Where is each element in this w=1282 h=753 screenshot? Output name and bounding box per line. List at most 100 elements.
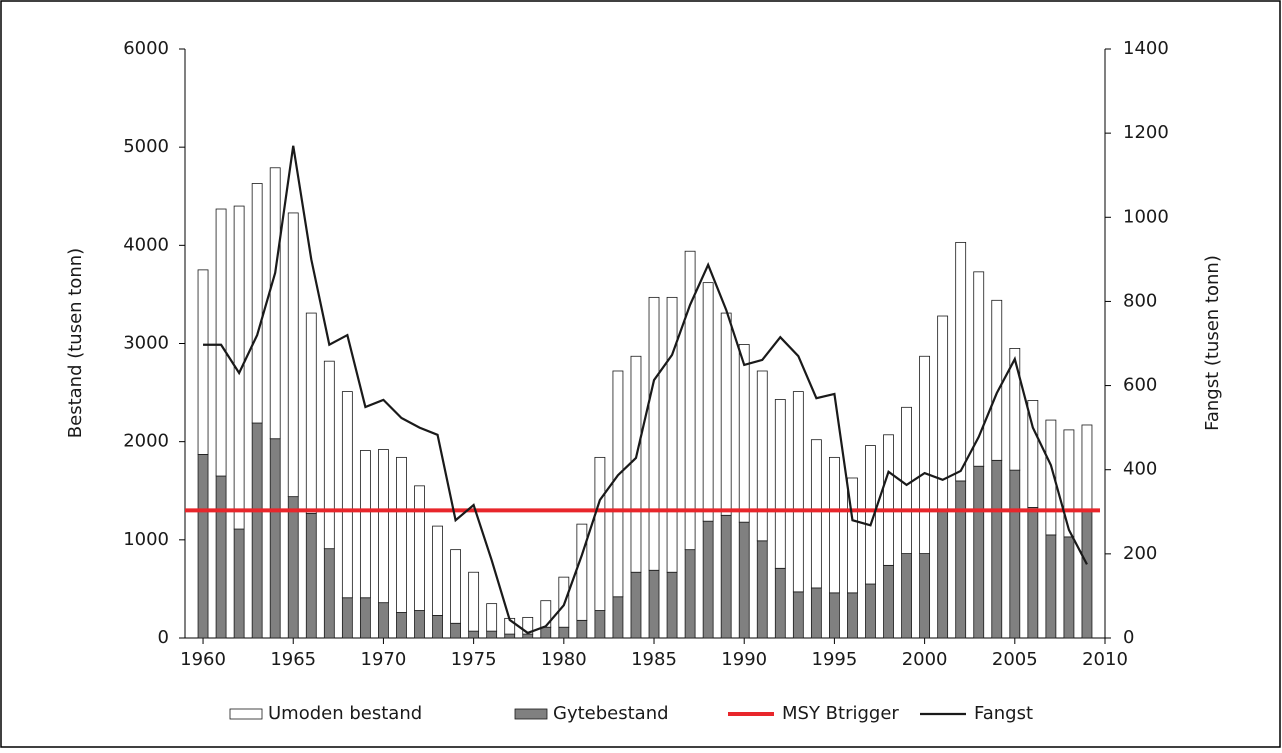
bar-segment: [702, 282, 714, 522]
bar-segment: [197, 454, 209, 639]
y2-axis-label: Fangst (tusen tonn): [1202, 255, 1223, 431]
y2-tick-label: 600: [1123, 375, 1157, 396]
bar-segment: [305, 312, 317, 514]
bar-segment: [955, 241, 967, 482]
bar-segment: [414, 610, 425, 639]
y2-tick-label: 800: [1123, 290, 1157, 311]
x-tick-label: 1965: [270, 649, 316, 670]
bar-segment: [738, 521, 750, 639]
bar-segment: [973, 271, 985, 467]
y-tick-label: 3000: [123, 333, 169, 354]
bar-segment: [1027, 507, 1039, 639]
bar-segment: [468, 571, 480, 632]
bar-segment: [251, 183, 263, 424]
bar-segment: [197, 269, 209, 455]
bar-segment: [847, 477, 858, 594]
bar-segment: [486, 630, 498, 639]
x-tick-label: 1970: [361, 649, 407, 670]
legend-swatch: [514, 708, 548, 720]
legend-swatch: [229, 708, 263, 720]
fangst-line: [203, 145, 1088, 635]
bar-segment: [756, 370, 768, 542]
bar-segment: [1081, 509, 1093, 639]
y2-tick-label: 1000: [1123, 206, 1169, 227]
bar-segment: [792, 591, 804, 639]
bar-segment: [233, 528, 245, 639]
bar-segment: [215, 475, 227, 639]
bar-segment: [702, 520, 714, 639]
bar-segment: [1081, 424, 1093, 511]
bar-segment: [612, 596, 624, 639]
bar-segment: [684, 549, 696, 639]
bar-segment: [1009, 348, 1021, 471]
bar-segment: [756, 540, 768, 639]
y-tick-label: 1000: [123, 529, 169, 550]
bar-segment: [919, 355, 931, 554]
bar-segment: [468, 630, 480, 639]
bar-segment: [666, 571, 678, 639]
bar-segment: [323, 360, 335, 550]
bar-segment: [738, 344, 750, 523]
bar-segment: [378, 602, 389, 639]
bar-segment: [901, 553, 912, 639]
bar-segment: [937, 315, 949, 511]
bar-segment: [883, 434, 894, 566]
bar-segment: [432, 525, 443, 616]
bar-segment: [576, 619, 588, 639]
bar-segment: [305, 512, 317, 639]
bar-segment: [829, 456, 840, 594]
bar-segment: [450, 549, 461, 624]
x-tick-label: 1980: [541, 649, 587, 670]
y2-tick-label: 400: [1123, 459, 1157, 480]
legend-label: Umoden bestand: [268, 703, 422, 724]
bar-segment: [648, 569, 660, 639]
bar-segment: [829, 592, 840, 639]
bar-segment: [630, 571, 642, 639]
bar-segment: [504, 633, 516, 639]
bar-segment: [396, 612, 407, 639]
bar-segment: [359, 597, 371, 639]
bar-segment: [215, 208, 227, 477]
bar-segment: [432, 615, 443, 639]
bar-segment: [269, 167, 281, 440]
bar-segment: [937, 509, 949, 639]
bar-segment: [666, 296, 678, 573]
y-axis-label: Bestand (tusen tonn): [65, 248, 86, 438]
bar-segment: [233, 205, 245, 530]
bar-segment: [1045, 419, 1057, 536]
bar-segment: [720, 514, 732, 639]
bar-segment: [414, 485, 425, 611]
x-tick-label: 2005: [992, 649, 1038, 670]
bar-segment: [287, 212, 299, 498]
bar-segment: [810, 587, 822, 639]
bar-segment: [973, 465, 985, 639]
bar-segment: [847, 592, 858, 639]
y-tick-label: 4000: [123, 234, 169, 255]
bar-segment: [991, 299, 1003, 461]
bar-segment: [865, 445, 876, 585]
legend-label: Gytebestand: [553, 703, 669, 724]
bar-segment: [1063, 536, 1075, 639]
bar-segment: [486, 603, 498, 632]
x-tick-label: 1995: [812, 649, 858, 670]
bar-segment: [576, 523, 588, 621]
bar-segment: [684, 250, 696, 551]
bar-segment: [450, 622, 461, 639]
bar-segment: [720, 312, 732, 516]
y-tick-label: 2000: [123, 431, 169, 452]
bar-segment: [378, 449, 389, 604]
bar-segment: [648, 296, 660, 571]
bar-segment: [774, 399, 786, 569]
bar-segment: [883, 564, 894, 639]
y2-tick-label: 1200: [1123, 122, 1169, 143]
legend-label: MSY Btrigger: [782, 703, 899, 724]
bar-segment: [1045, 534, 1057, 639]
bar-segment: [1009, 469, 1021, 639]
bar-segment: [540, 626, 552, 639]
bar-segment: [991, 459, 1003, 639]
bar-segment: [810, 439, 822, 589]
bar-segment: [251, 422, 263, 639]
y-tick-label: 5000: [123, 136, 169, 157]
x-tick-label: 2010: [1082, 649, 1128, 670]
